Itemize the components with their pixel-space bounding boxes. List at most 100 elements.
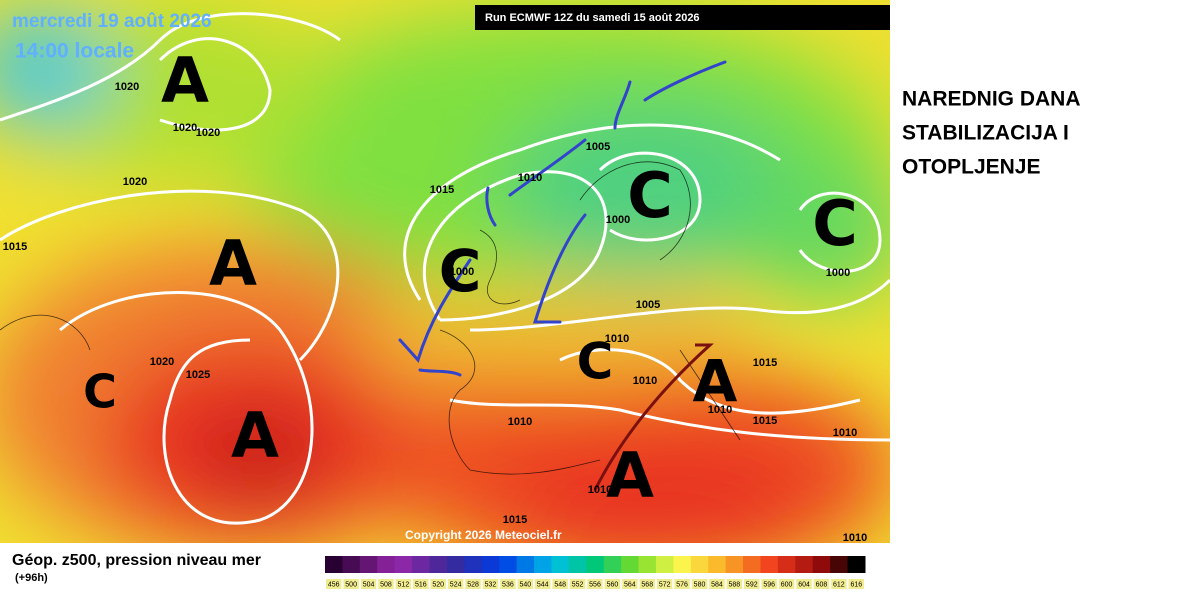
legend-swatch bbox=[777, 556, 796, 573]
legend-label: 552 bbox=[572, 581, 584, 588]
time: 14:00 locale bbox=[15, 40, 134, 63]
legend-swatch bbox=[325, 556, 343, 573]
legend-label-bg bbox=[587, 579, 603, 589]
isobar-labels: 1020102010201020101510151010100510001000… bbox=[3, 81, 867, 543]
legend-label-bg bbox=[622, 579, 638, 589]
legend-label: 604 bbox=[798, 581, 810, 588]
legend-swatch bbox=[359, 556, 378, 573]
pressure-system: C bbox=[812, 187, 858, 260]
legend-label-bg bbox=[447, 579, 464, 589]
legend-label: 612 bbox=[833, 581, 845, 588]
legend-swatch bbox=[655, 556, 674, 573]
legend-swatch bbox=[568, 556, 587, 573]
legend-label: 520 bbox=[432, 581, 444, 588]
pressure-system: A bbox=[606, 439, 654, 512]
legend-swatch bbox=[725, 556, 744, 573]
isobar-label: 1010 bbox=[508, 416, 532, 428]
legend-label-bg bbox=[430, 579, 446, 589]
legend-swatch bbox=[690, 556, 709, 573]
legend-swatch bbox=[412, 556, 431, 573]
legend-label: 532 bbox=[485, 581, 497, 588]
legend-label: 516 bbox=[415, 581, 427, 588]
legend-label: 616 bbox=[850, 581, 862, 588]
legend-swatch bbox=[429, 556, 448, 573]
isobar-label: 1015 bbox=[753, 415, 777, 427]
isobar-label: 1020 bbox=[150, 356, 174, 368]
legend-label-bg bbox=[813, 579, 830, 589]
legend-label: 512 bbox=[398, 581, 410, 588]
legend-label-bg bbox=[360, 579, 377, 589]
legend-swatch bbox=[760, 556, 779, 573]
legend-label-bg bbox=[709, 579, 725, 589]
isobar-label: 1020 bbox=[173, 122, 197, 134]
legend-label: 584 bbox=[711, 581, 723, 588]
legend-swatch bbox=[708, 556, 727, 573]
legend-label: 456 bbox=[328, 581, 340, 588]
legend-label-bg bbox=[395, 579, 412, 589]
pressure-system: C bbox=[627, 159, 673, 232]
isobar-label: 1020 bbox=[196, 127, 220, 139]
isobar-label: 1010 bbox=[605, 333, 629, 345]
legend-label: 540 bbox=[519, 581, 531, 588]
legend-label: 560 bbox=[607, 581, 619, 588]
legend-label: 500 bbox=[345, 581, 357, 588]
pressure-system: A bbox=[161, 44, 209, 117]
annotation-line: STABILIZACIJA I bbox=[902, 122, 1069, 145]
legend-label-bg bbox=[796, 579, 812, 589]
isobar-label: 1025 bbox=[186, 369, 210, 381]
legend-label: 508 bbox=[380, 581, 392, 588]
annotation-line: OTOPLJENJE bbox=[902, 156, 1041, 179]
legend-label-bg bbox=[517, 579, 534, 589]
isobar-label: 1005 bbox=[636, 299, 660, 311]
annotation-line: NAREDNIG DANA bbox=[902, 88, 1081, 111]
legend-label-bg bbox=[691, 579, 708, 589]
legend-swatch bbox=[446, 556, 465, 573]
legend-label-bg bbox=[552, 579, 568, 589]
legend-label-bg bbox=[639, 579, 655, 589]
legend-label-bg bbox=[848, 579, 864, 589]
legend-swatch bbox=[621, 556, 640, 573]
legend-swatch bbox=[743, 556, 761, 573]
legend-swatch bbox=[603, 556, 622, 573]
legend-label-bg bbox=[482, 579, 499, 589]
legend-label: 596 bbox=[763, 581, 775, 588]
legend-swatch bbox=[812, 556, 831, 573]
legend-label: 544 bbox=[537, 581, 549, 588]
legend-label: 572 bbox=[659, 581, 671, 588]
legend-swatch bbox=[534, 556, 552, 573]
legend-swatch bbox=[377, 556, 396, 573]
isobar-label: 1015 bbox=[3, 241, 27, 253]
isobar-label: 1015 bbox=[753, 357, 777, 369]
pressure-system: A bbox=[693, 347, 738, 415]
legend-swatch bbox=[673, 556, 692, 573]
isobar-label: 1015 bbox=[430, 184, 454, 196]
isobars bbox=[0, 12, 890, 525]
legend-label-bg bbox=[343, 579, 359, 589]
isobar-label: 1000 bbox=[826, 267, 850, 279]
isobar-label: 1010 bbox=[588, 484, 612, 496]
legend-label-bg bbox=[378, 579, 394, 589]
legend-label: 568 bbox=[641, 581, 653, 588]
legend-label-bg bbox=[831, 579, 847, 589]
copyright: Copyright 2026 Meteociel.fr bbox=[405, 528, 562, 542]
ridge-axis bbox=[593, 343, 714, 491]
legend-label: 588 bbox=[729, 581, 741, 588]
legend-label-bg bbox=[656, 579, 673, 589]
legend-swatch bbox=[847, 556, 866, 573]
legend-swatch bbox=[481, 556, 500, 573]
legend-label-bg bbox=[726, 579, 743, 589]
isobar-label: 1000 bbox=[450, 266, 474, 278]
legend-label: 556 bbox=[589, 581, 601, 588]
legend-label: 576 bbox=[676, 581, 688, 588]
legend-label: 608 bbox=[816, 581, 828, 588]
legend-label: 524 bbox=[450, 581, 462, 588]
footer-title: Géop. z500, pression niveau mer bbox=[12, 552, 261, 569]
legend-label-bg bbox=[744, 579, 760, 589]
isobar-label: 1015 bbox=[503, 514, 527, 526]
legend-label-bg bbox=[326, 579, 342, 589]
isobar-label: 1010 bbox=[518, 172, 542, 184]
pressure-system: C bbox=[83, 365, 117, 419]
legend-label-bg bbox=[604, 579, 621, 589]
